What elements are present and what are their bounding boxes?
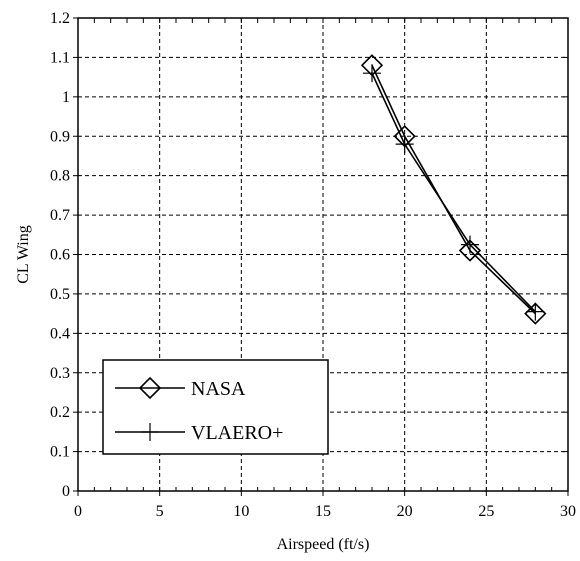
y-tick-label: 1.2 [50, 10, 70, 27]
y-tick-label: 1.1 [50, 49, 70, 66]
x-axis-title: Airspeed (ft/s) [277, 536, 370, 553]
y-tick-label: 0.5 [50, 286, 70, 303]
x-tick-label: 25 [478, 503, 494, 520]
diamond-marker [524, 302, 547, 325]
series-vlaero [363, 64, 545, 321]
y-tick-label: 0.9 [50, 128, 70, 145]
legend-label: NASA [191, 378, 246, 400]
legend: NASA VLAERO+ [102, 359, 329, 455]
y-tick-label: 0.1 [50, 444, 70, 461]
y-tick-label: 0.2 [50, 404, 70, 421]
y-tick-label: 0.7 [50, 207, 70, 224]
series-nasa [360, 54, 547, 325]
diamond-marker [458, 239, 482, 262]
x-tick-label: 20 [397, 503, 413, 520]
y-tick-label: 0.4 [50, 325, 70, 342]
legend-label: VLAERO+ [191, 422, 283, 444]
y-tick-label: 0 [62, 483, 70, 500]
y-tick-label: 1 [62, 89, 70, 106]
tick-labels: 0 5 10 15 20 25 30 0 0.1 0.2 0.3 0.4 0.5 0.6 0.7 0.8 0.9… [50, 10, 576, 520]
plus-marker [526, 302, 545, 321]
plus-marker [461, 235, 479, 254]
series-layer [360, 54, 547, 325]
y-axis-title: CL Wing [15, 225, 32, 283]
x-tick-label: 0 [74, 503, 82, 520]
plot-frame [77, 17, 569, 492]
legend-entry: NASA [115, 376, 246, 400]
x-tick-label: 30 [560, 503, 576, 520]
y-tick-label: 0.3 [50, 365, 70, 382]
plus-marker [363, 64, 381, 83]
x-tick-label: 5 [156, 503, 164, 520]
legend-box [102, 359, 329, 455]
series-line [371, 72, 536, 313]
y-tick-label: 0.6 [50, 247, 70, 264]
series-line [371, 64, 536, 315]
legend-entry: VLAERO+ [115, 422, 283, 444]
x-tick-label: 10 [233, 503, 249, 520]
plus-marker [141, 423, 159, 441]
y-tick-label: 0.8 [50, 168, 70, 185]
plus-marker [395, 135, 414, 154]
x-tick-label: 15 [315, 503, 331, 520]
diamond-marker [138, 376, 162, 400]
